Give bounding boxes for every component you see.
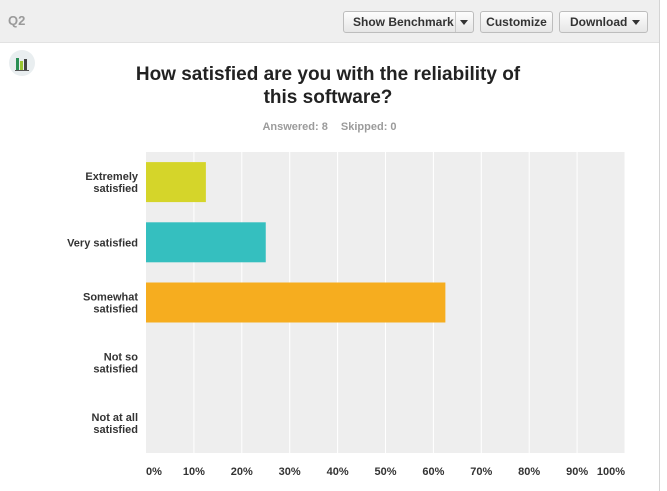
question-toolbar: Q2 Show Benchmark Customize Download xyxy=(0,0,659,43)
show-benchmark-label: Show Benchmark xyxy=(353,15,454,29)
category-label-line: satisfied xyxy=(93,304,138,316)
category-label-line: Not so xyxy=(104,352,139,364)
x-tick-label: 100% xyxy=(597,466,625,478)
download-label: Download xyxy=(570,15,628,29)
x-tick-label: 40% xyxy=(327,466,349,478)
customize-label: Customize xyxy=(486,15,547,29)
category-label: Not at all satisfied xyxy=(92,412,138,436)
customize-button[interactable]: Customize xyxy=(480,11,553,33)
x-tick-label: 70% xyxy=(470,466,492,478)
download-button[interactable]: Download xyxy=(559,11,648,33)
x-tick-label: 20% xyxy=(231,466,253,478)
category-label-line: Extremely xyxy=(85,171,138,183)
x-tick-label: 0% xyxy=(146,466,162,478)
x-tick-label: 80% xyxy=(518,466,540,478)
answered-count: Answered: 8 xyxy=(262,121,328,133)
x-tick-label: 10% xyxy=(183,466,205,478)
category-label: Not so satisfied xyxy=(93,352,138,376)
skipped-count: Skipped: 0 xyxy=(340,121,397,133)
category-label: Somewhat satisfied xyxy=(83,292,138,316)
chevron-down-icon xyxy=(632,12,640,32)
show-benchmark-button[interactable]: Show Benchmark xyxy=(343,11,474,33)
x-tick-label: 90% xyxy=(566,466,588,478)
category-label-line: Not at all xyxy=(92,412,138,424)
chevron-down-icon[interactable] xyxy=(460,12,468,32)
question-title-line-2: this software? xyxy=(263,87,393,108)
question-title-line-1: How satisfied are you with the reliabili… xyxy=(135,64,521,85)
category-label-line: Very satisfied xyxy=(67,237,138,249)
bar-chart-icon[interactable] xyxy=(9,50,35,76)
response-stats: Answered: 8 Skipped: 0 xyxy=(0,121,659,133)
x-tick-label: 30% xyxy=(279,466,301,478)
x-tick-label: 60% xyxy=(422,466,444,478)
question-title: How satisfied are you with the reliabili… xyxy=(100,63,556,109)
bar[interactable] xyxy=(146,222,266,263)
category-label-line: satisfied xyxy=(93,424,138,436)
category-label-line: satisfied xyxy=(93,183,138,195)
button-divider xyxy=(455,12,456,32)
category-label-line: Somewhat xyxy=(83,292,138,304)
question-number: Q2 xyxy=(8,13,26,28)
category-label-line: satisfied xyxy=(93,364,138,376)
category-label: Extremely satisfied xyxy=(85,171,138,195)
bar[interactable] xyxy=(146,282,446,323)
bar[interactable] xyxy=(146,162,206,203)
category-label: Very satisfied xyxy=(67,237,138,249)
x-tick-label: 50% xyxy=(374,466,396,478)
